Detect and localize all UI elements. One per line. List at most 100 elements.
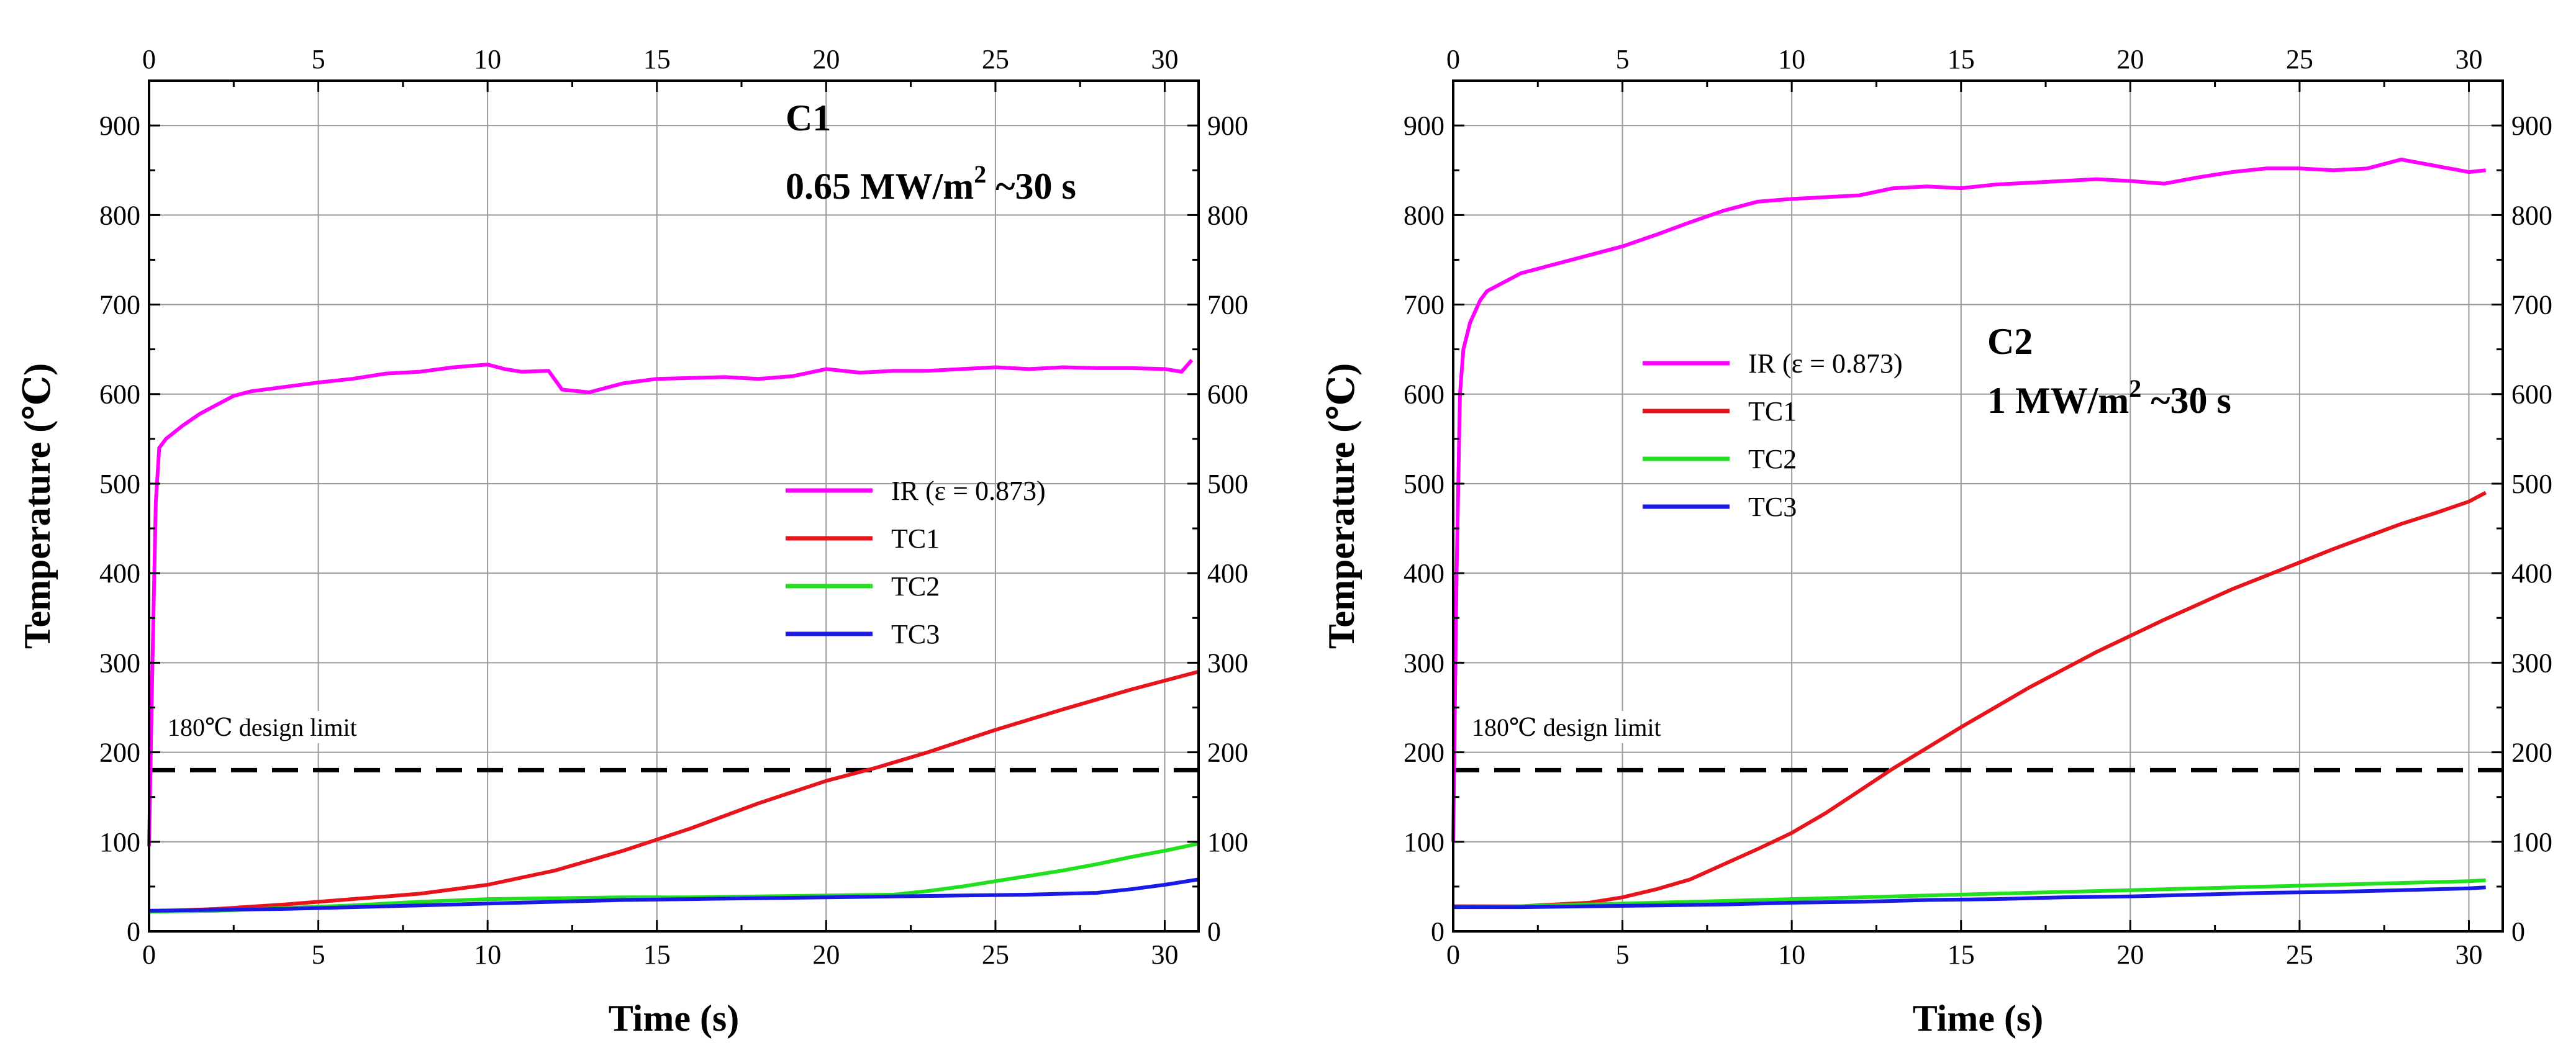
- y-tick-label-right: 800: [2511, 200, 2552, 230]
- y-tick-label: 100: [99, 827, 140, 857]
- y-tick-label: 700: [99, 290, 140, 320]
- x-tick-label-top: 30: [2455, 44, 2482, 75]
- y-tick-label: 800: [99, 200, 140, 230]
- x-tick-label: 30: [2455, 939, 2482, 970]
- y-tick-label-right: 300: [2511, 648, 2552, 678]
- y-axis-title: Temperature (℃): [1321, 363, 1362, 649]
- y-tick-label: 600: [1404, 379, 1444, 410]
- legend-label: TC1: [1748, 396, 1797, 427]
- x-tick-label: 15: [1948, 939, 1975, 970]
- x-tick-label-top: 20: [2116, 44, 2144, 75]
- y-tick-label: 0: [127, 916, 140, 947]
- legend-label: TC2: [891, 571, 940, 602]
- design-limit-label: 180℃ design limit: [168, 713, 357, 741]
- y-tick-label-right: 500: [1207, 469, 1248, 499]
- condition-sup: 2: [974, 160, 986, 188]
- y-tick-label: 100: [1404, 827, 1444, 857]
- x-tick-label: 20: [2116, 939, 2144, 970]
- design-limit-label: 180℃ design limit: [1472, 713, 1661, 741]
- y-tick-label: 900: [1404, 111, 1444, 141]
- design-limit-label-bg: [160, 711, 443, 743]
- plot-frame: [1452, 79, 2504, 933]
- y-tick-label: 200: [99, 738, 140, 768]
- x-tick-label-top: 10: [474, 44, 501, 75]
- y-tick-label: 800: [1404, 200, 1444, 230]
- condition-tail: ~30 s: [986, 166, 1076, 207]
- legend-label: IR (ε = 0.873): [891, 476, 1046, 506]
- chart-title: C2: [1987, 321, 2033, 362]
- x-tick-label-top: 5: [1616, 44, 1630, 75]
- y-tick-label-right: 600: [2511, 379, 2552, 410]
- x-tick-label-top: 20: [812, 44, 840, 75]
- legend-label: TC3: [891, 619, 940, 649]
- gridlines: [1453, 81, 2503, 931]
- design-limit-group: 180℃ design limit: [149, 711, 1199, 772]
- x-tick-label: 0: [142, 939, 156, 970]
- x-tick-label: 0: [1446, 939, 1460, 970]
- design-limit-group: 180℃ design limit: [1453, 711, 2503, 772]
- x-tick-label: 10: [1778, 939, 1805, 970]
- y-tick-label: 600: [99, 379, 140, 410]
- x-axis-title: Time (s): [609, 998, 740, 1039]
- x-tick-label-top: 25: [982, 44, 1009, 75]
- legend: IR (ε = 0.873) TC1 TC2 TC3: [1643, 348, 1903, 522]
- x-tick-label: 25: [982, 939, 1009, 970]
- y-tick-label-right: 700: [2511, 290, 2552, 320]
- series-line-tc2: [1453, 878, 2486, 910]
- y-tick-label-right: 500: [2511, 469, 2552, 499]
- gridlines: [149, 81, 1199, 931]
- x-tick-label-top: 0: [1446, 44, 1460, 75]
- y-tick-label-right: 0: [2511, 916, 2525, 947]
- condition-label: 1 MW/m2 ~30 s: [1987, 374, 2231, 421]
- legend-label: IR (ε = 0.873): [1748, 348, 1903, 379]
- series-line-tc1: [1453, 491, 2487, 908]
- x-tick-label: 10: [474, 939, 501, 970]
- condition-label: 0.65 MW/m2 ~30 s: [786, 160, 1076, 207]
- y-tick-label: 500: [99, 469, 140, 499]
- legend: IR (ε = 0.873) TC1 TC2 TC3: [786, 476, 1046, 649]
- y-tick-label: 0: [1431, 916, 1444, 947]
- series-lines: [147, 358, 1199, 914]
- series-line-ir: [147, 358, 1194, 847]
- y-tick-label-right: 100: [2511, 827, 2552, 857]
- y-tick-label-right: 600: [1207, 379, 1248, 410]
- chart-title: C1: [786, 97, 831, 138]
- y-tick-label-right: 200: [1207, 738, 1248, 768]
- y-tick-label-right: 300: [1207, 648, 1248, 678]
- y-tick-label: 200: [1404, 738, 1444, 768]
- x-tick-label-top: 25: [2286, 44, 2313, 75]
- series-line-tc3: [148, 877, 1199, 913]
- x-tick-label: 30: [1151, 939, 1178, 970]
- y-tick-label-right: 400: [1207, 558, 1248, 589]
- y-tick-label-right: 800: [1207, 200, 1248, 230]
- y-tick-label-right: 900: [2511, 111, 2552, 141]
- y-tick-label: 300: [1404, 648, 1444, 678]
- x-tick-label: 5: [312, 939, 325, 970]
- chart-c2: 180℃ design limit 0055101015152020252530…: [1321, 44, 2552, 1039]
- y-axis-title: Temperature (℃): [17, 363, 58, 649]
- y-tick-label-right: 400: [2511, 558, 2552, 589]
- condition-tail: ~30 s: [2141, 380, 2231, 421]
- y-tick-label: 400: [99, 558, 140, 589]
- x-tick-label-top: 5: [312, 44, 325, 75]
- legend-label: TC3: [1748, 492, 1797, 522]
- y-tick-label-right: 100: [1207, 827, 1248, 857]
- x-tick-label-top: 30: [1151, 44, 1178, 75]
- y-tick-label: 300: [99, 648, 140, 678]
- series-lines: [1451, 157, 2487, 910]
- x-axis-title: Time (s): [1913, 998, 2044, 1039]
- x-tick-label-top: 15: [643, 44, 671, 75]
- x-tick-label: 15: [643, 939, 671, 970]
- y-tick-label-right: 900: [1207, 111, 1248, 141]
- chart-c1: 180℃ design limit 0055101015152020252530…: [17, 44, 1248, 1039]
- x-tick-label: 25: [2286, 939, 2313, 970]
- y-tick-label: 900: [99, 111, 140, 141]
- plot-frame: [148, 79, 1200, 933]
- x-tick-label: 5: [1616, 939, 1630, 970]
- y-tick-label: 700: [1404, 290, 1444, 320]
- condition-base: 0.65 MW/m: [786, 166, 974, 207]
- y-tick-label: 400: [1404, 558, 1444, 589]
